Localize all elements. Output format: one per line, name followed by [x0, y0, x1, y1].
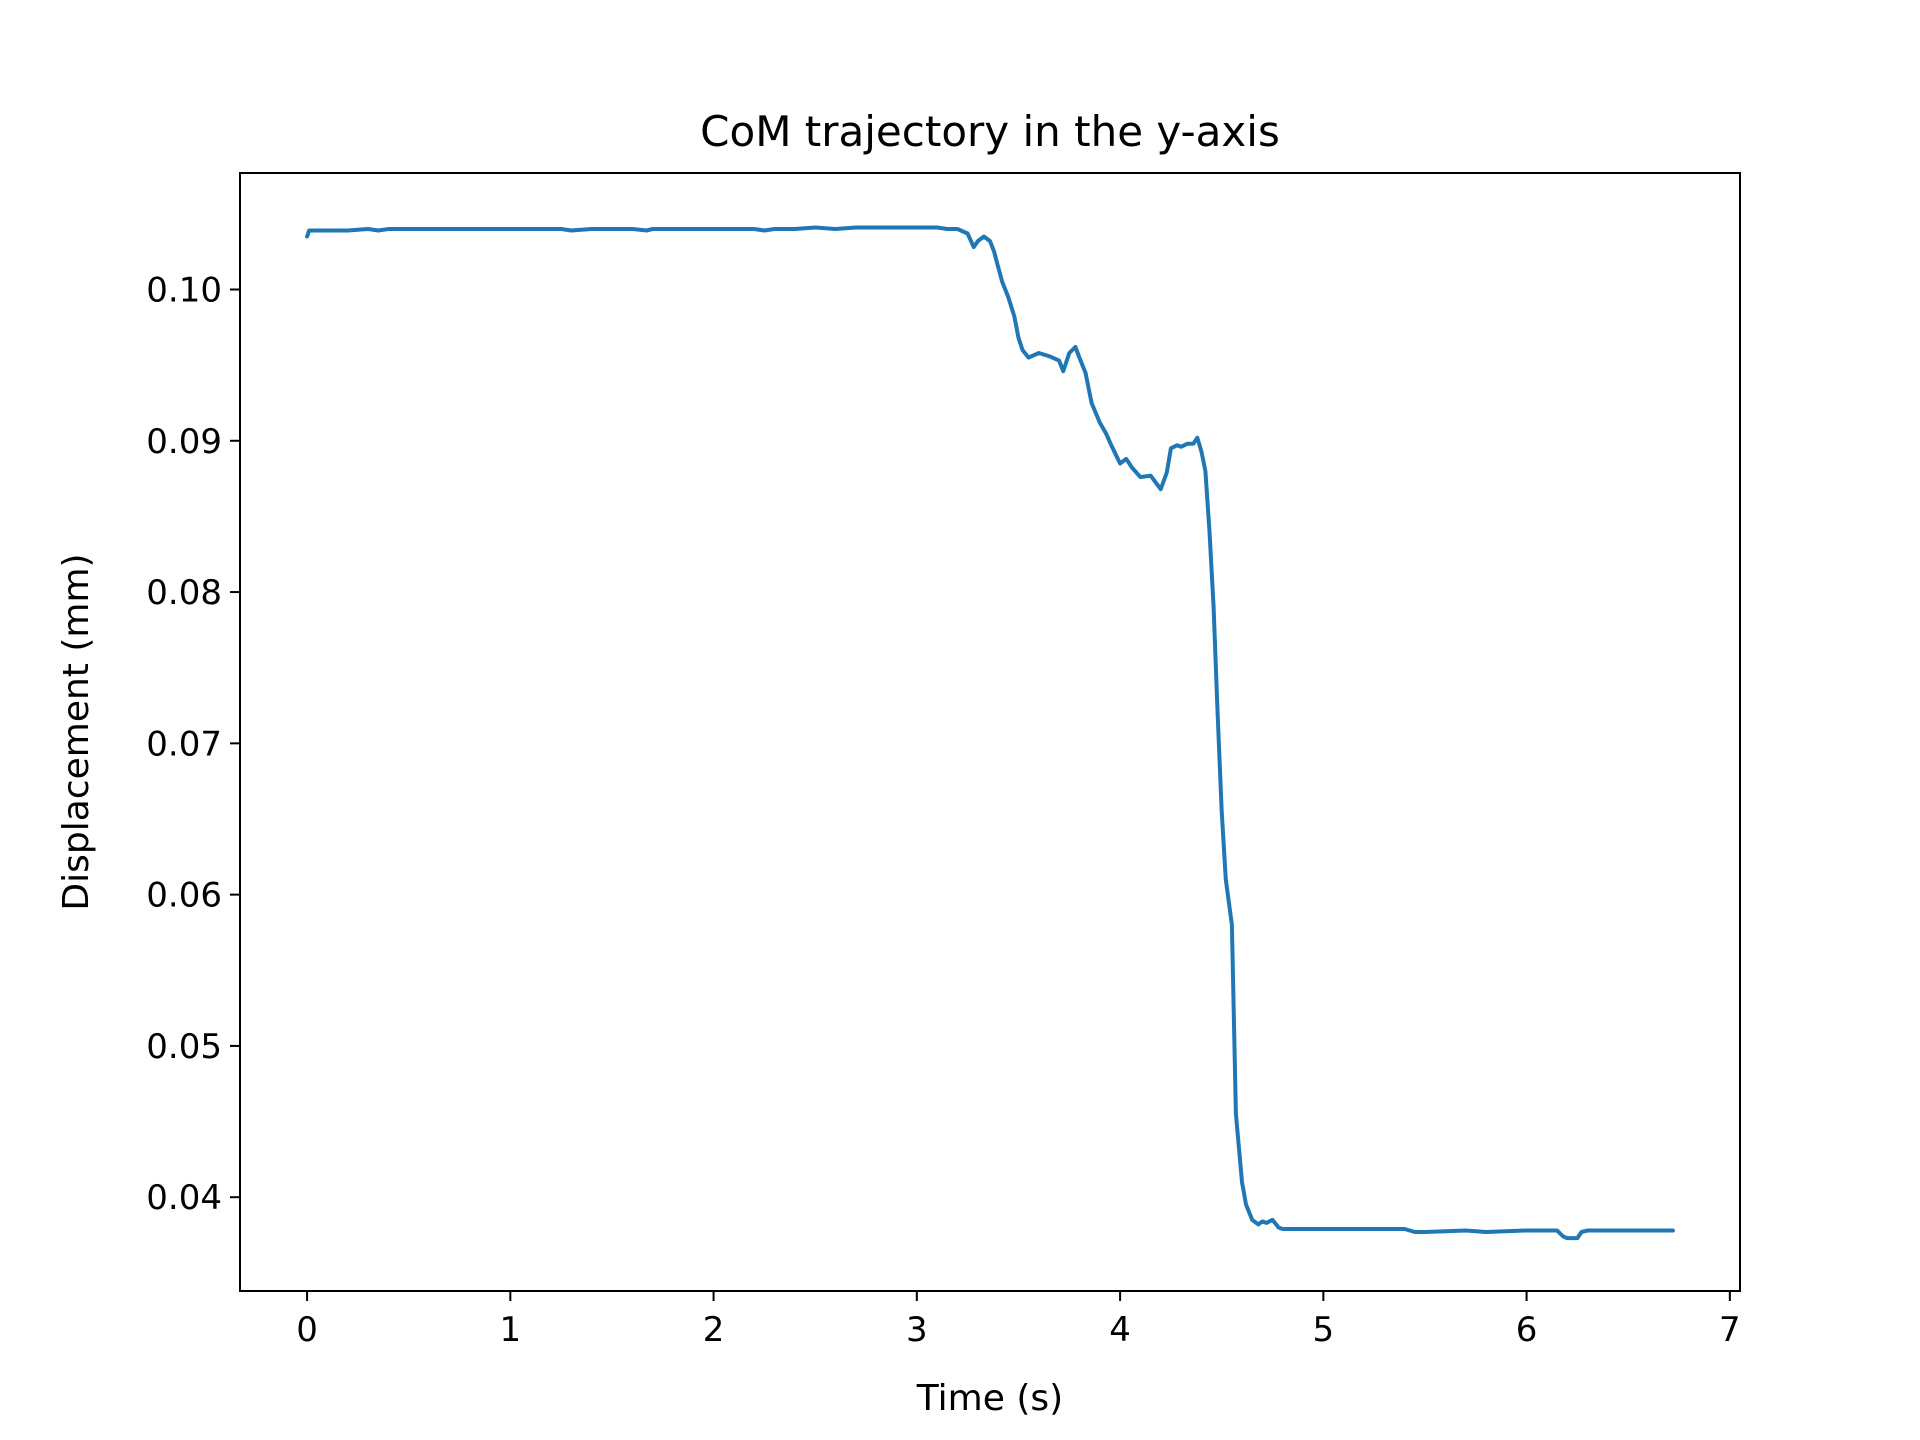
series-line-com-y: [305, 225, 1675, 1241]
y-tick-label: 0.05: [146, 1027, 222, 1067]
x-axis: 0 1 2 3 4 5 6 7: [296, 1291, 1741, 1350]
x-axis-label: Time (s): [916, 1378, 1063, 1419]
x-tick-label: 0: [296, 1310, 318, 1350]
x-tick-label: 4: [1109, 1310, 1131, 1350]
y-tick-label: 0.10: [146, 270, 222, 310]
x-tick-label: 1: [500, 1310, 522, 1350]
x-tick-label: 6: [1516, 1310, 1538, 1350]
y-tick-label: 0.08: [146, 573, 222, 613]
chart-title: CoM trajectory in the y-axis: [700, 107, 1280, 156]
y-axis: 0.04 0.05 0.06 0.07 0.08 0.09 0.10: [146, 270, 240, 1218]
y-tick-label: 0.06: [146, 876, 222, 916]
x-tick-label: 2: [703, 1310, 725, 1350]
x-tick-label: 7: [1719, 1310, 1741, 1350]
y-tick-label: 0.04: [146, 1178, 222, 1218]
plot-frame: [239, 172, 1741, 1292]
y-tick-label: 0.09: [146, 422, 222, 462]
x-tick-label: 3: [906, 1310, 928, 1350]
x-tick-label: 5: [1313, 1310, 1335, 1350]
y-tick-label: 0.07: [146, 724, 222, 764]
y-axis-label: Displacement (mm): [56, 553, 97, 910]
